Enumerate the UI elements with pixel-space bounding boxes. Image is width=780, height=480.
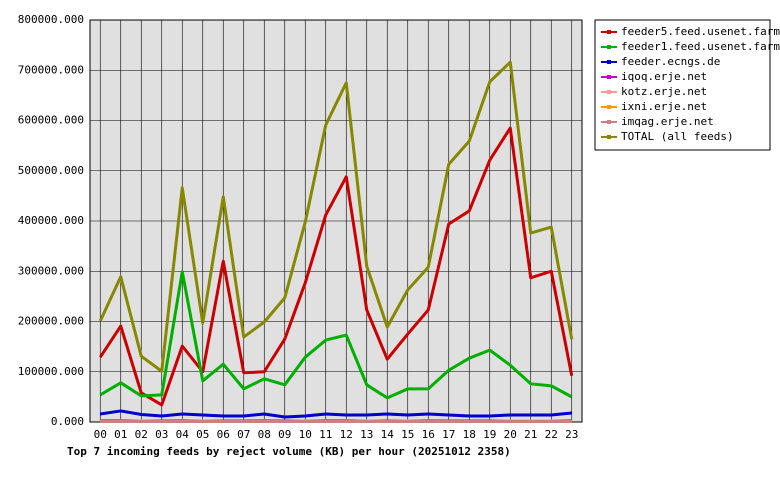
y-tick-label: 600000.000	[18, 114, 84, 127]
x-tick-label: 21	[524, 428, 537, 441]
y-tick-label: 500000.000	[18, 164, 84, 177]
x-tick-label: 07	[237, 428, 250, 441]
legend-label: imqag.erje.net	[621, 115, 714, 128]
y-tick-label: 700000.000	[18, 63, 84, 76]
x-tick-label: 23	[565, 428, 578, 441]
legend-marker	[607, 30, 611, 34]
x-tick-label: 13	[360, 428, 373, 441]
y-tick-label: 100000.000	[18, 365, 84, 378]
x-tick-label: 05	[196, 428, 209, 441]
x-tick-label: 15	[401, 428, 414, 441]
y-tick-label: 300000.000	[18, 264, 84, 277]
x-tick-label: 17	[442, 428, 455, 441]
x-tick-label: 00	[94, 428, 107, 441]
x-tick-label: 10	[299, 428, 312, 441]
y-tick-label: 200000.000	[18, 315, 84, 328]
series-line	[98, 126, 574, 407]
x-tick-label: 03	[155, 428, 168, 441]
legend-marker	[607, 60, 611, 64]
x-tick-label: 12	[340, 428, 353, 441]
legend-box	[594, 19, 771, 151]
series-line	[100, 409, 572, 419]
legend-label: feeder.ecngs.de	[621, 55, 720, 68]
x-tick-label: 19	[483, 428, 496, 441]
x-tick-label: 09	[278, 428, 291, 441]
legend-marker	[607, 120, 611, 124]
legend-label: kotz.erje.net	[621, 85, 707, 98]
y-tick-label: 0.000	[51, 415, 84, 428]
legend-label: feeder5.feed.usenet.farm	[621, 25, 780, 38]
x-tick-label: 04	[176, 428, 190, 441]
legend-marker	[607, 135, 611, 139]
series-line	[99, 270, 573, 400]
legend-label: ixni.erje.net	[621, 100, 707, 113]
legend-label: iqoq.erje.net	[621, 70, 707, 83]
legend-marker	[607, 45, 611, 49]
x-tick-label: 16	[422, 428, 435, 441]
x-tick-label: 18	[463, 428, 476, 441]
x-tick-label: 14	[381, 428, 395, 441]
chart-title: Top 7 incoming feeds by reject volume (K…	[67, 445, 511, 458]
x-tick-label: 02	[135, 428, 148, 441]
y-tick-label: 800000.000	[18, 13, 84, 26]
legend-marker	[607, 90, 611, 94]
legend-marker	[607, 75, 611, 79]
x-tick-label: 11	[319, 428, 332, 441]
x-tick-label: 20	[504, 428, 517, 441]
series-line	[98, 60, 574, 373]
x-tick-label: 06	[217, 428, 230, 441]
x-tick-label: 01	[114, 428, 127, 441]
y-tick-label: 400000.000	[18, 214, 84, 227]
legend-label: feeder1.feed.usenet.farm	[621, 40, 780, 53]
legend-label: TOTAL (all feeds)	[621, 130, 734, 143]
x-tick-label: 08	[258, 428, 271, 441]
x-tick-label: 22	[545, 428, 558, 441]
legend-marker	[607, 105, 611, 109]
